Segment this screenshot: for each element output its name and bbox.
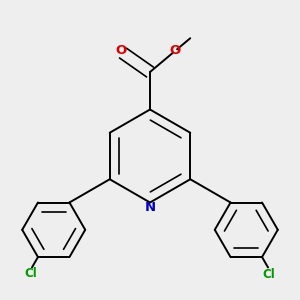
Text: N: N (144, 201, 156, 214)
Text: O: O (115, 44, 126, 57)
Text: Cl: Cl (25, 267, 38, 280)
Text: O: O (170, 44, 181, 57)
Text: Cl: Cl (262, 268, 275, 281)
